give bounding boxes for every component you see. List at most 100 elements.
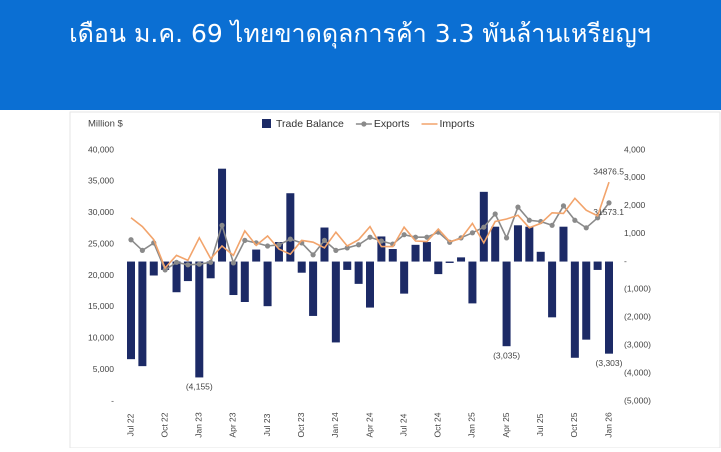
y2-tick-label: (5,000): [624, 395, 651, 405]
y-axis-label: Million $: [88, 119, 124, 130]
y-tick-label: 20,000: [88, 270, 114, 280]
marker: [333, 247, 339, 253]
marker: [139, 247, 145, 253]
marker: [367, 234, 373, 240]
bar: [593, 261, 602, 270]
bar: [582, 261, 591, 340]
x-tick-label: Jul 24: [398, 413, 408, 436]
y2-tick-label: 3,000: [624, 172, 646, 182]
bar: [127, 261, 135, 360]
bar: [491, 226, 500, 262]
bar: [605, 261, 613, 354]
legend-marker: [361, 121, 367, 127]
marker: [492, 211, 498, 217]
marker: [583, 225, 589, 231]
bar: [206, 261, 215, 279]
marker: [242, 237, 248, 243]
bar: [286, 193, 295, 262]
bar: [354, 261, 363, 284]
x-tick-label: Jul 23: [262, 413, 272, 436]
bar: [445, 261, 454, 263]
bar: [411, 244, 420, 262]
y2-tick-label: (2,000): [624, 312, 651, 322]
y2-tick-label: 1,000: [624, 228, 646, 238]
x-tick-label: Oct 24: [433, 412, 443, 437]
marker: [287, 236, 293, 242]
bar: [388, 249, 397, 262]
y2-tick-label: 4,000: [624, 144, 646, 154]
bar: [229, 261, 238, 296]
x-tick-label: Jan 26: [603, 412, 613, 438]
marker: [560, 203, 567, 209]
bar: [138, 261, 147, 367]
marker: [503, 235, 510, 241]
bar: [513, 225, 522, 262]
bar: [161, 261, 170, 270]
marker: [219, 222, 225, 228]
marker: [469, 230, 476, 236]
chart-title: เดือน ม.ค. 69 ไทยขาดดุลการค้า 3.3 พันล้า…: [69, 19, 651, 49]
marker: [378, 238, 384, 244]
x-tick-label: Jul 22: [125, 413, 135, 436]
bar: [309, 261, 318, 316]
marker: [208, 259, 214, 265]
marker: [515, 204, 521, 210]
legend-label: Exports: [374, 118, 410, 130]
marker: [196, 261, 202, 267]
marker: [321, 237, 328, 243]
x-tick-label: Oct 23: [296, 412, 306, 437]
bar: [366, 261, 374, 308]
bar: [218, 168, 227, 262]
bar: [183, 261, 192, 282]
bar: [149, 261, 158, 276]
y2-tick-label: -: [624, 256, 627, 266]
bar: [252, 249, 261, 262]
y-tick-label: 30,000: [88, 207, 114, 217]
legend-label: Imports: [440, 118, 475, 130]
y-tick-label: 5,000: [93, 364, 115, 374]
bar: [331, 261, 340, 343]
bar: [457, 257, 466, 262]
marker: [356, 242, 362, 248]
marker: [128, 237, 134, 243]
y-tick-label: 10,000: [88, 333, 114, 343]
y2-tick-label: 2,000: [624, 200, 646, 210]
marker: [549, 222, 555, 228]
bar: [570, 261, 579, 358]
bar: [172, 261, 181, 293]
marker: [185, 262, 191, 268]
bar: [297, 261, 306, 273]
x-tick-label: Oct 25: [569, 412, 579, 437]
x-tick-label: Apr 24: [364, 412, 374, 437]
y2-tick-label: (3,000): [624, 339, 651, 349]
y-tick-label: 15,000: [88, 301, 114, 311]
data-label: (3,303): [596, 358, 623, 368]
legend-label: Trade Balance: [276, 118, 344, 130]
x-tick-label: Oct 22: [159, 412, 169, 437]
marker: [173, 259, 180, 265]
data-label: (3,035): [493, 350, 520, 360]
x-tick-label: Jan 25: [467, 412, 477, 438]
bar: [377, 236, 386, 262]
x-tick-label: Jul 25: [535, 413, 545, 436]
marker: [572, 217, 578, 223]
bar: [320, 227, 329, 262]
bar: [502, 261, 511, 347]
marker: [526, 217, 532, 223]
bar: [559, 226, 568, 262]
marker: [162, 267, 168, 273]
marker: [401, 232, 407, 238]
plot-panel: [69, 111, 721, 449]
y2-tick-label: (1,000): [624, 284, 651, 294]
bar: [548, 261, 557, 318]
data-label: (4,155): [186, 382, 213, 392]
marker: [344, 245, 350, 251]
bar: [195, 261, 204, 378]
bar: [525, 226, 534, 262]
bar: [263, 261, 272, 307]
bar: [343, 261, 352, 270]
x-tick-label: Jan 23: [194, 412, 204, 438]
data-label: 34876.5: [593, 166, 624, 176]
x-tick-label: Jan 24: [330, 412, 340, 438]
